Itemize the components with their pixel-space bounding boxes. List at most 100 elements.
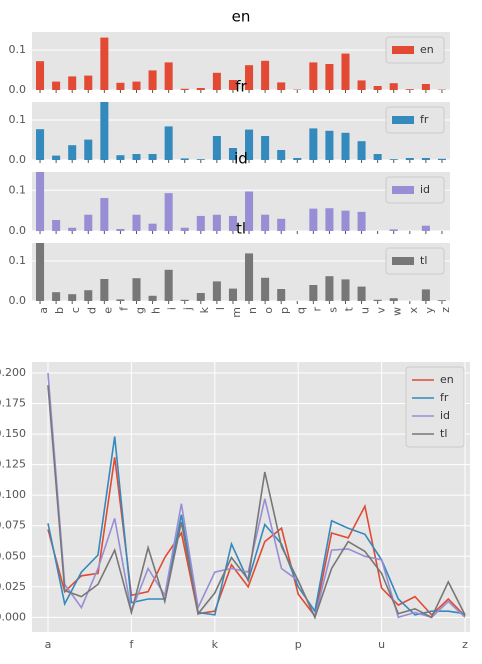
bar — [357, 286, 366, 301]
bar — [357, 80, 366, 90]
bar — [421, 158, 430, 160]
y-tick-label: 0.0 — [9, 294, 27, 307]
y-tick-label: 0.150 — [0, 427, 26, 440]
chart-title: fr — [235, 78, 247, 96]
bar — [277, 289, 286, 301]
bar — [148, 223, 157, 231]
bar — [164, 269, 173, 301]
plot-background — [32, 362, 470, 632]
x-tick-label: q — [294, 307, 307, 314]
y-tick-label: 0.0 — [9, 83, 27, 96]
bar — [228, 80, 237, 90]
bar — [373, 154, 382, 160]
x-tick-label: p — [278, 307, 291, 314]
bar — [148, 154, 157, 160]
bar — [132, 278, 141, 301]
y-tick-label: 0.200 — [0, 366, 26, 379]
bar — [437, 300, 446, 301]
x-tick-label: f — [117, 306, 130, 311]
legend-box — [405, 366, 465, 448]
bar — [261, 214, 270, 231]
y-tick-label: 0.1 — [9, 183, 27, 196]
bar — [341, 53, 350, 90]
x-tick-label: o — [262, 307, 275, 314]
bar — [325, 276, 334, 301]
x-tick-label: u — [359, 307, 372, 314]
bar — [373, 86, 382, 90]
bar — [196, 88, 205, 90]
x-tick-label: j — [182, 307, 195, 311]
bar — [100, 102, 109, 160]
bar — [100, 279, 109, 301]
y-tick-label: 0.000 — [0, 610, 26, 623]
bar — [196, 215, 205, 231]
line-series — [47, 385, 466, 620]
bar — [341, 279, 350, 301]
bar — [245, 129, 254, 160]
bar — [116, 299, 125, 301]
x-tick-label: g — [134, 307, 147, 314]
bars — [36, 37, 446, 90]
x-tick-label: k — [212, 638, 219, 651]
bar — [132, 154, 141, 160]
legend-label: fr — [440, 391, 449, 404]
bar — [116, 82, 125, 90]
legend-swatch — [392, 46, 414, 54]
bar — [52, 292, 61, 301]
bar — [52, 220, 61, 231]
y-tick-label: 0.075 — [0, 519, 26, 532]
x-tick-label: a — [45, 638, 52, 651]
x-tick-label: l — [214, 307, 227, 310]
legend-label: id — [420, 183, 430, 196]
bar — [52, 155, 61, 160]
bar — [421, 84, 430, 90]
bar — [68, 294, 77, 301]
bar — [309, 208, 318, 231]
y-tick-label: 0.100 — [0, 488, 26, 501]
bar — [405, 158, 414, 160]
bar — [309, 128, 318, 160]
y-tick-label: 0.1 — [9, 113, 27, 126]
bar — [277, 82, 286, 90]
bar — [164, 126, 173, 160]
x-tick-label: s — [326, 307, 339, 313]
x-tick-label: c — [69, 307, 82, 313]
bar — [132, 214, 141, 231]
bar — [132, 81, 141, 90]
bars — [36, 243, 446, 301]
bar — [100, 37, 109, 90]
legend-swatch — [392, 186, 414, 194]
bar — [357, 141, 366, 160]
bar — [196, 159, 205, 160]
bar — [293, 158, 302, 160]
bar — [421, 289, 430, 301]
x-tick-label: e — [101, 307, 114, 314]
bar — [245, 65, 254, 90]
bar — [148, 295, 157, 301]
bar — [228, 288, 237, 301]
bar — [52, 81, 61, 90]
bar — [164, 193, 173, 231]
x-tick-label: k — [198, 306, 211, 313]
x-tick-label: i — [166, 307, 179, 310]
bar — [36, 243, 45, 301]
line-series — [47, 436, 466, 616]
legend-label: en — [440, 373, 454, 386]
bar — [212, 72, 221, 90]
bar — [68, 76, 77, 90]
bar — [68, 145, 77, 160]
bar — [389, 83, 398, 90]
legend-label: en — [420, 43, 434, 56]
bar — [228, 148, 237, 160]
bar — [389, 298, 398, 301]
chart-title: tl — [236, 220, 246, 238]
x-tick-label: x — [407, 307, 420, 314]
bar — [116, 228, 125, 231]
bar — [180, 227, 189, 231]
legend-label: tl — [420, 254, 427, 267]
bar — [100, 198, 109, 231]
bar — [341, 210, 350, 231]
x-tick-label: z — [439, 307, 452, 313]
y-tick-label: 0.0 — [9, 153, 27, 166]
bar — [84, 290, 93, 301]
